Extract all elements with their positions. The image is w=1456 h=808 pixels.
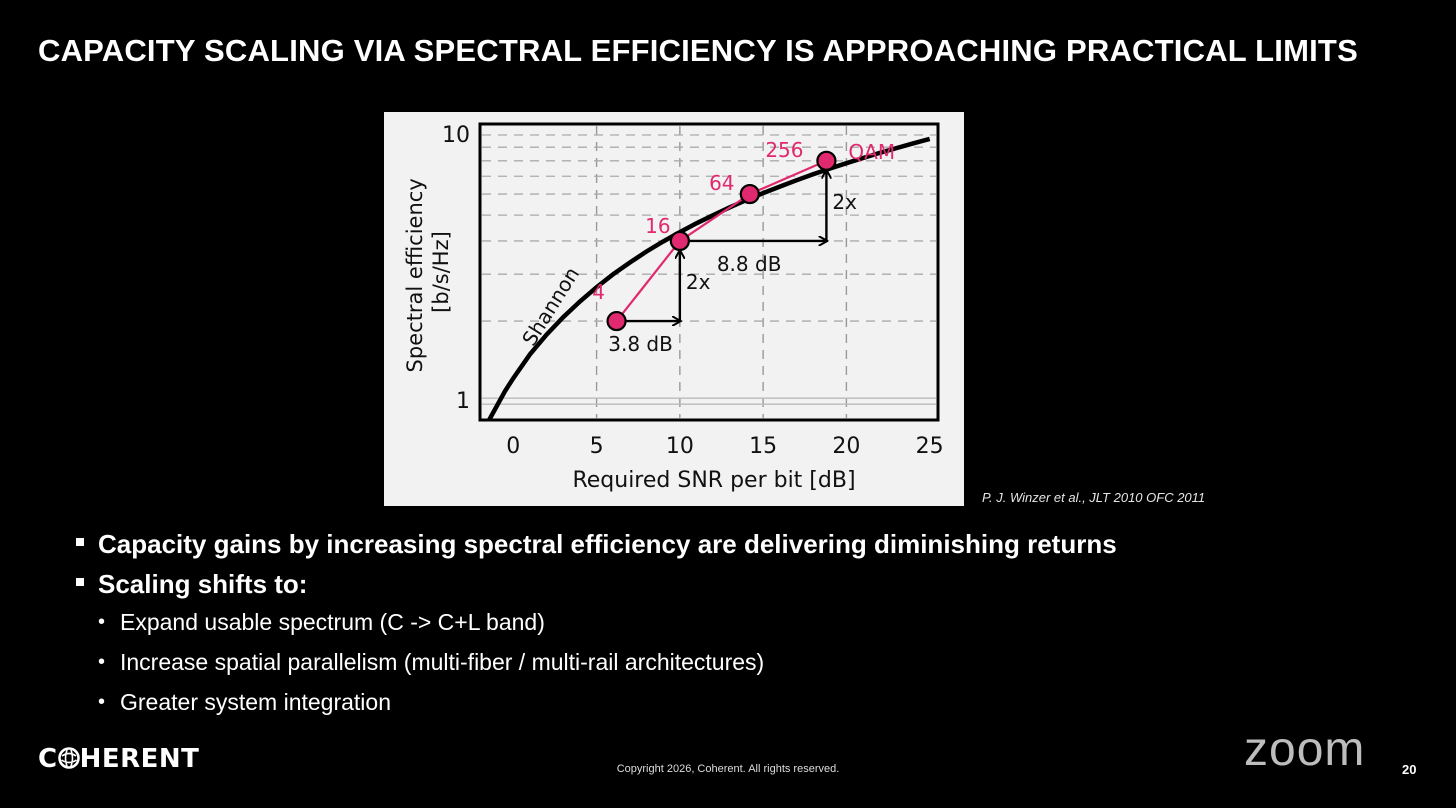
label-8.8db: 8.8 dB: [717, 252, 782, 276]
x-tick-label: 15: [749, 434, 777, 459]
qam-point: [816, 150, 837, 171]
x-tick-label: 25: [916, 434, 944, 459]
label-2x-lower: 2x: [686, 270, 711, 294]
qam-point-label: 4: [592, 280, 605, 304]
label-3.8db: 3.8 dB: [608, 332, 673, 356]
bullet-text: Scaling shifts to:: [98, 569, 308, 599]
x-tick-label: 0: [506, 434, 520, 459]
zoom-watermark: zoom: [1244, 723, 1366, 776]
y-axis-label: Spectral efficiency [b/s/Hz]: [403, 172, 453, 373]
citation: P. J. Winzer et al., JLT 2010 OFC 2011: [982, 490, 1206, 505]
label-2x-upper: 2x: [832, 190, 857, 214]
sub-bullet-item: • Expand usable spectrum (C -> C+L band): [76, 608, 1396, 648]
globe-icon: [57, 747, 80, 769]
shannon-curve: [486, 136, 931, 420]
y-axis-label-line2: [b/s/Hz]: [429, 231, 453, 313]
qam-point: [739, 183, 760, 205]
series-layer: [486, 136, 931, 420]
y-tick-label: 10: [442, 123, 470, 148]
dot-bullet-icon: •: [98, 651, 106, 673]
label-qam: QAM: [848, 140, 895, 164]
sub-bullet-item: • Increase spatial parallelism (multi-fi…: [76, 648, 1396, 688]
sub-bullet-item: • Greater system integration: [76, 688, 1396, 728]
y-tick-label: 1: [456, 389, 470, 414]
x-tick-label: 20: [832, 434, 860, 459]
x-axis-label: Required SNR per bit [dB]: [572, 468, 855, 493]
page-number: 20: [1402, 762, 1417, 777]
sub-bullet-text: Greater system integration: [120, 689, 392, 715]
qam-curve: [615, 159, 827, 322]
grid: [482, 126, 936, 418]
square-bullet-icon: [76, 538, 84, 546]
copyright: Copyright 2026, Coherent. All rights res…: [616, 763, 840, 775]
bullet-text: Capacity gains by increasing spectral ef…: [98, 529, 1117, 559]
qam-point: [606, 310, 627, 332]
qam-point: [669, 230, 690, 252]
spectral-efficiency-chart: 0 5 10 15 20 25 1 10 Required SNR per bit [dB]…: [384, 112, 964, 506]
x-tick-labels: 0 5 10 15 20 25: [506, 434, 943, 459]
qam-point-label: 256: [765, 138, 803, 162]
x-tick-label: 10: [666, 434, 694, 459]
qam-point-label: 64: [709, 171, 734, 195]
x-tick-label: 5: [590, 434, 604, 459]
bullet-list: Capacity gains by increasing spectral ef…: [76, 528, 1396, 728]
square-bullet-icon: [76, 578, 84, 586]
dot-bullet-icon: •: [98, 691, 106, 713]
y-tick-labels: 1 10: [442, 123, 470, 414]
logo-text: HERENT: [79, 744, 200, 774]
sub-bullet-text: Expand usable spectrum (C -> C+L band): [120, 609, 545, 635]
bullet-item: Capacity gains by increasing spectral ef…: [76, 528, 1396, 568]
plot-frame: [478, 122, 940, 422]
y-axis-label-line1: Spectral efficiency: [403, 178, 427, 372]
chart-svg: 0 5 10 15 20 25 1 10 Required SNR per bit [dB]…: [403, 122, 944, 493]
slide-title: CAPACITY SCALING VIA SPECTRAL EFFICIENCY…: [38, 33, 1358, 68]
bullet-item: Scaling shifts to:: [76, 568, 1396, 608]
sub-bullet-text: Increase spatial parallelism (multi-fibe…: [120, 649, 765, 675]
coherent-logo: C HERENT: [38, 744, 200, 774]
qam-point-label: 16: [645, 214, 670, 238]
dot-bullet-icon: •: [98, 611, 106, 633]
